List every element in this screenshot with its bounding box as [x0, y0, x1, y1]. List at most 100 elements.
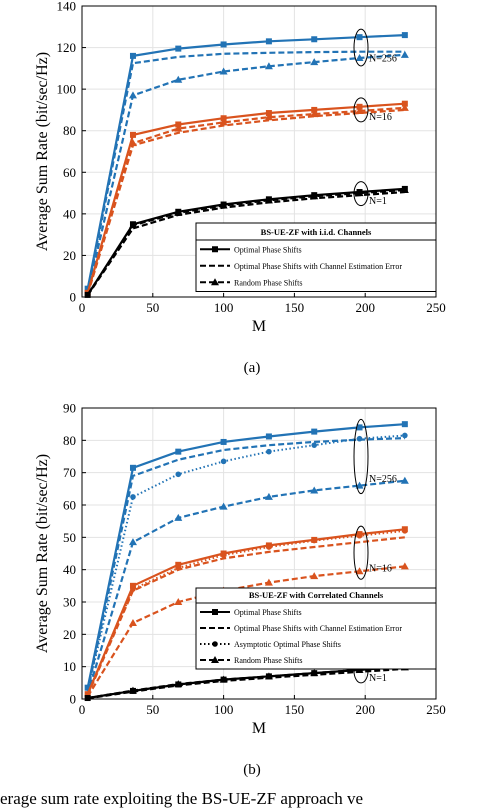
data-point-optimal [356, 424, 363, 431]
annotation-ellipse [353, 97, 369, 123]
annotation-ellipse [353, 525, 369, 580]
data-point-optimal [356, 103, 363, 110]
series-line-n1-estimation [86, 190, 405, 296]
data-point-optimal [129, 464, 136, 471]
x-tick-label: 200 [355, 300, 375, 315]
legend-entry: Optimal Phase Shifts with Channel Estima… [234, 624, 402, 633]
data-point-optimal [265, 433, 272, 440]
y-tick-label: 50 [63, 530, 76, 545]
series-line-n256-random [86, 479, 405, 695]
x-axis-label: M [252, 720, 266, 737]
data-point-random [264, 62, 273, 70]
y-tick-label: 0 [70, 692, 77, 707]
data-point-optimal [175, 448, 182, 455]
data-point-optimal [311, 428, 318, 435]
data-point-optimal [220, 438, 227, 445]
y-tick-label: 40 [63, 206, 76, 221]
plot-frame [81, 407, 437, 700]
data-point-optimal [311, 36, 318, 43]
y-tick-label: 10 [63, 659, 76, 674]
annotation-label: N=256 [369, 474, 397, 485]
series-line-n16-optimal [86, 528, 405, 695]
data-point-asymptotic [130, 494, 136, 500]
plot-frame [81, 5, 437, 298]
y-tick-label: 80 [63, 123, 76, 138]
data-point-asymptotic [311, 442, 318, 448]
legend-swatch-marker [212, 609, 218, 615]
data-point-random [264, 113, 273, 121]
data-point-asymptotic [266, 448, 272, 455]
data-point-optimal [129, 221, 136, 228]
data-point-asymptotic [175, 471, 182, 478]
y-tick-label: 20 [63, 248, 76, 263]
data-point-random [400, 562, 409, 570]
series-line-n16-random [86, 565, 405, 697]
legend-swatch-marker [212, 641, 218, 647]
x-tick-label: 100 [214, 300, 234, 315]
series-line-n256-estimation [86, 50, 405, 292]
series-line-n1-optimal [86, 187, 405, 296]
legend-swatch-marker [211, 656, 219, 663]
data-point-optimal [84, 695, 91, 702]
x-tick-label: 150 [285, 300, 305, 315]
series-line-n1-estimation [87, 667, 405, 700]
data-point-optimal [401, 421, 408, 428]
data-point-optimal [129, 131, 136, 138]
x-tick-label: 250 [426, 300, 446, 315]
data-point-random [310, 486, 319, 494]
series-line-n16-random [86, 106, 405, 295]
data-point-optimal [220, 115, 227, 122]
data-point-random [219, 502, 228, 510]
x-tick-label: 50 [146, 300, 159, 315]
data-point-optimal [84, 291, 91, 298]
data-point-optimal [311, 192, 318, 199]
data-point-optimal [129, 582, 136, 589]
data-point-optimal [401, 526, 408, 533]
data-point-random [264, 578, 273, 586]
data-point-optimal [129, 52, 136, 59]
series-line-n16-optimal [86, 102, 405, 294]
x-tick-label: 150 [285, 702, 305, 717]
data-point-optimal [265, 38, 272, 45]
chart-b: 0 50 100 150 200 250 0 10 20 30 40 50 60 70 80 90 M Avera… [34, 401, 446, 738]
y-tick-label: 100 [57, 82, 77, 97]
data-point-optimal [220, 676, 227, 683]
y-tick-label: 70 [63, 465, 76, 480]
data-point-optimal [175, 208, 182, 215]
data-point-random [264, 492, 273, 500]
data-point-asymptotic [220, 458, 227, 465]
data-point-random [174, 513, 183, 521]
data-point-optimal [220, 201, 227, 208]
data-point-optimal [265, 110, 272, 117]
data-point-random [400, 50, 409, 58]
data-point-optimal [401, 185, 408, 192]
legend-swatch-marker [212, 246, 218, 253]
data-point-random [128, 91, 137, 99]
y-tick-label: 120 [57, 40, 77, 55]
legend-entry: Random Phase Shifts [234, 278, 302, 287]
data-point-optimal [311, 106, 318, 113]
legend-box [195, 587, 437, 670]
series-line-n1-optimal [87, 665, 405, 700]
x-tick-label: 0 [79, 300, 86, 315]
data-point-random [219, 67, 228, 75]
data-point-random [355, 567, 364, 575]
annotation-label: N=16 [369, 564, 392, 575]
data-point-optimal [175, 45, 182, 52]
data-point-optimal [84, 684, 91, 691]
series-line-n256-random [86, 53, 405, 294]
data-point-optimal [356, 531, 363, 538]
series-line-n256-optimal [86, 423, 405, 688]
data-point-optimal [311, 536, 318, 543]
data-point-random [219, 118, 228, 126]
data-point-optimal [265, 673, 272, 680]
x-tick-label: 250 [426, 702, 446, 717]
data-point-random [174, 75, 183, 83]
data-point-optimal [265, 542, 272, 549]
series-line-n256-optimal [86, 34, 405, 289]
y-axis-label: Average Sum Rate (bit/sec/Hz) [34, 454, 51, 653]
data-point-optimal [220, 550, 227, 557]
data-point-optimal [356, 34, 363, 41]
annotation-label: N=1 [369, 673, 387, 684]
data-point-optimal [265, 196, 272, 203]
